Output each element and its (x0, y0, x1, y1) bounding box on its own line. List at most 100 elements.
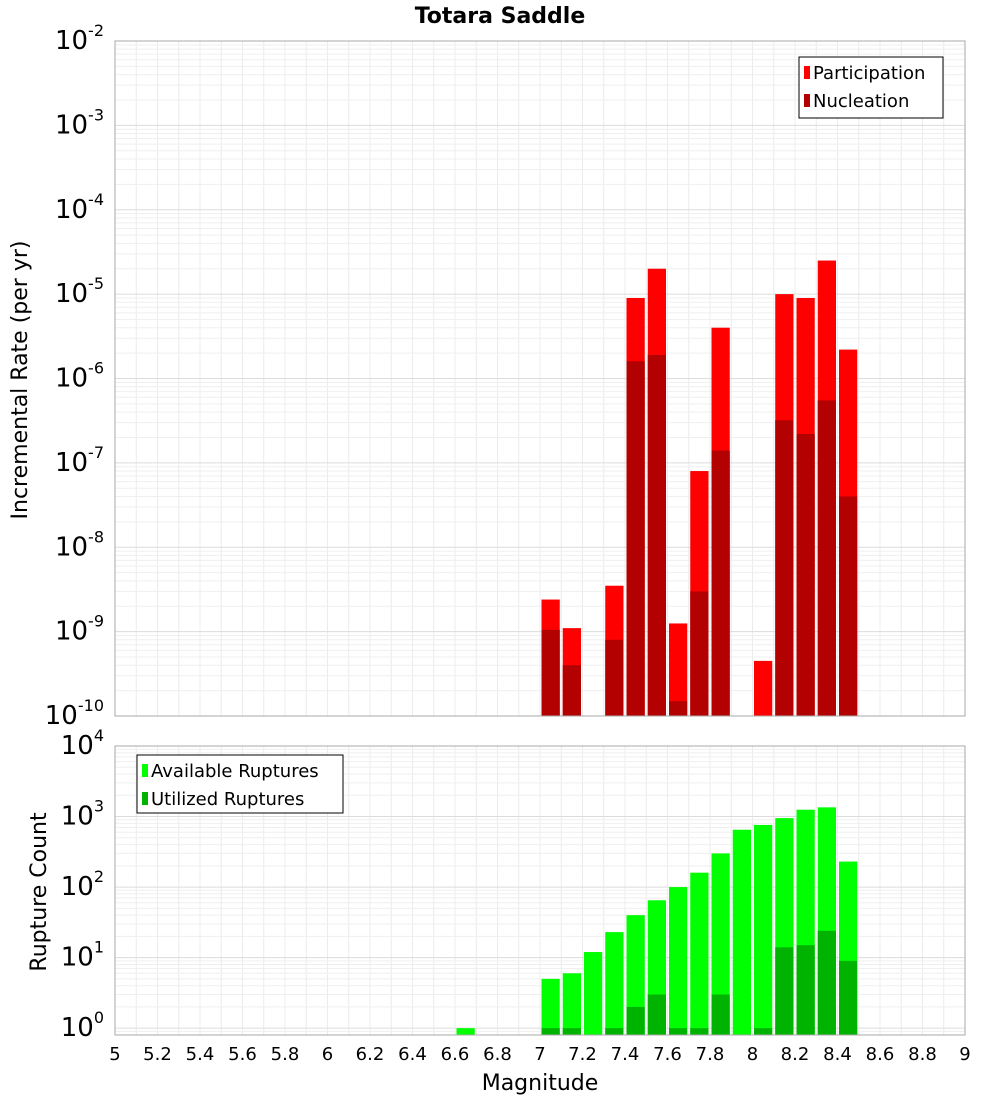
x-tick-label: 6.4 (398, 1044, 427, 1065)
bar-available-ruptures (711, 853, 730, 1035)
y-tick-label: 10-8 (55, 527, 104, 562)
y-tick-label: 10-10 (45, 696, 104, 731)
bar-available-ruptures (754, 824, 773, 1035)
plot-frame (114, 40, 966, 717)
x-tick-label: 7.2 (568, 1044, 597, 1065)
bar-available-ruptures (690, 872, 709, 1035)
x-tick-label: 6.2 (356, 1044, 385, 1065)
x-tick-label: 5 (109, 1044, 120, 1065)
x-tick-label: 6.8 (483, 1044, 512, 1065)
x-tick-label: 6 (322, 1044, 333, 1065)
x-tick-label: 9 (959, 1044, 970, 1065)
bar-utilized-ruptures (541, 1028, 560, 1035)
bar-utilized-ruptures (669, 1028, 688, 1035)
bar-utilized-ruptures (562, 1028, 581, 1035)
bar-nucleation (541, 629, 560, 716)
bar-utilized-ruptures (817, 930, 836, 1035)
y-tick-label: 102 (61, 867, 104, 902)
legend: Available Ruptures Utilized Ruptures (136, 754, 344, 814)
bar-nucleation (562, 665, 581, 716)
bar-available-ruptures (626, 915, 645, 1035)
bar-available-ruptures (562, 973, 581, 1035)
x-tick-label: 6.6 (441, 1044, 470, 1065)
legend: Participation Nucleation (798, 56, 944, 119)
y-tick-labels: 10-10 10-9 10-8 10-7 10-6 10-5 10-4 10-3 10-2 (45, 21, 104, 731)
series-nucleation (541, 354, 858, 716)
panel-count: 100 101 102 103 104 5 5.2 5.4 5.6 5.8 6 6.2 6.4 6.6 6.… (61, 726, 971, 1065)
y-tick-label: 10-5 (55, 274, 104, 309)
y-tick-label: 10-7 (55, 443, 104, 478)
bar-available-ruptures (541, 978, 560, 1035)
bar-available-ruptures (732, 829, 751, 1035)
grid-lines (114, 41, 966, 717)
y-tick-label: 101 (61, 938, 104, 973)
legend-swatch (142, 764, 148, 777)
x-tick-label: 5.4 (186, 1044, 215, 1065)
bar-utilized-ruptures (839, 960, 858, 1035)
series-utilized-ruptures (541, 930, 858, 1035)
legend-swatch (142, 792, 148, 805)
x-tick-label: 7.8 (696, 1044, 725, 1065)
bar-nucleation (775, 420, 794, 716)
bar-available-ruptures (456, 1028, 475, 1035)
bar-nucleation (817, 400, 836, 716)
bar-nucleation (839, 496, 858, 716)
x-tick-label: 7.4 (611, 1044, 640, 1065)
bar-utilized-ruptures (605, 1028, 624, 1035)
x-tick-labels: 5 5.2 5.4 5.6 5.8 6 6.2 6.4 6.6 6.8 7 7.2 7.4 7.6 7.8 8… (109, 1044, 970, 1065)
y-tick-label: 10-6 (55, 359, 104, 394)
bar-available-ruptures (584, 952, 603, 1035)
bar-available-ruptures (669, 887, 688, 1035)
panel-rate: 10-10 10-9 10-8 10-7 10-6 10-5 10-4 10-3 10-2 Par… (45, 21, 966, 731)
legend-box (798, 56, 944, 119)
bar-nucleation (669, 701, 688, 716)
legend-label: Available Ruptures (151, 761, 319, 782)
x-tick-label: 7.6 (653, 1044, 682, 1065)
x-axis-label: Magnitude (482, 1071, 599, 1096)
bar-participation (754, 660, 773, 716)
legend-label: Utilized Ruptures (151, 789, 304, 810)
bar-utilized-ruptures (796, 945, 815, 1035)
y-tick-label: 103 (61, 797, 104, 832)
bar-utilized-ruptures (775, 947, 794, 1035)
y-tick-labels: 100 101 102 103 104 (61, 726, 104, 1043)
bar-utilized-ruptures (690, 1028, 709, 1035)
bar-nucleation (626, 361, 645, 716)
legend-swatch (804, 94, 810, 107)
y-axis-label-rupture-count: Rupture Count (27, 812, 52, 972)
x-tick-label: 8 (747, 1044, 758, 1065)
x-tick-label: 8.4 (823, 1044, 852, 1065)
y-tick-label: 10-9 (55, 612, 104, 647)
chart-title: Totara Saddle (415, 4, 586, 29)
y-tick-label: 10-4 (55, 190, 104, 225)
plot-frame (114, 745, 966, 1036)
bar-utilized-ruptures (754, 1028, 773, 1035)
x-tick-label: 7 (534, 1044, 545, 1065)
bar-nucleation (605, 639, 624, 716)
legend-label: Participation (813, 63, 925, 84)
legend-label: Nucleation (813, 91, 909, 112)
bar-nucleation (711, 450, 730, 716)
bar-utilized-ruptures (626, 1006, 645, 1035)
x-tick-label: 5.6 (228, 1044, 257, 1065)
y-tick-label: 104 (61, 726, 104, 761)
legend-box (136, 754, 344, 814)
bar-nucleation (690, 591, 709, 716)
y-tick-label: 10-3 (55, 105, 104, 140)
x-tick-label: 5.8 (271, 1044, 300, 1065)
bar-nucleation (796, 433, 815, 716)
x-tick-label: 8.8 (908, 1044, 937, 1065)
bar-nucleation (647, 354, 666, 716)
x-tick-label: 8.2 (781, 1044, 810, 1065)
bar-utilized-ruptures (711, 994, 730, 1035)
legend-swatch (804, 66, 810, 79)
x-tick-label: 8.6 (866, 1044, 895, 1065)
bar-available-ruptures (605, 932, 624, 1035)
x-tick-label: 5.2 (143, 1044, 172, 1065)
y-tick-label: 10-2 (55, 21, 104, 56)
bar-utilized-ruptures (647, 994, 666, 1035)
y-tick-label: 100 (61, 1008, 104, 1043)
y-axis-label-rate: Incremental Rate (per yr) (8, 241, 33, 520)
